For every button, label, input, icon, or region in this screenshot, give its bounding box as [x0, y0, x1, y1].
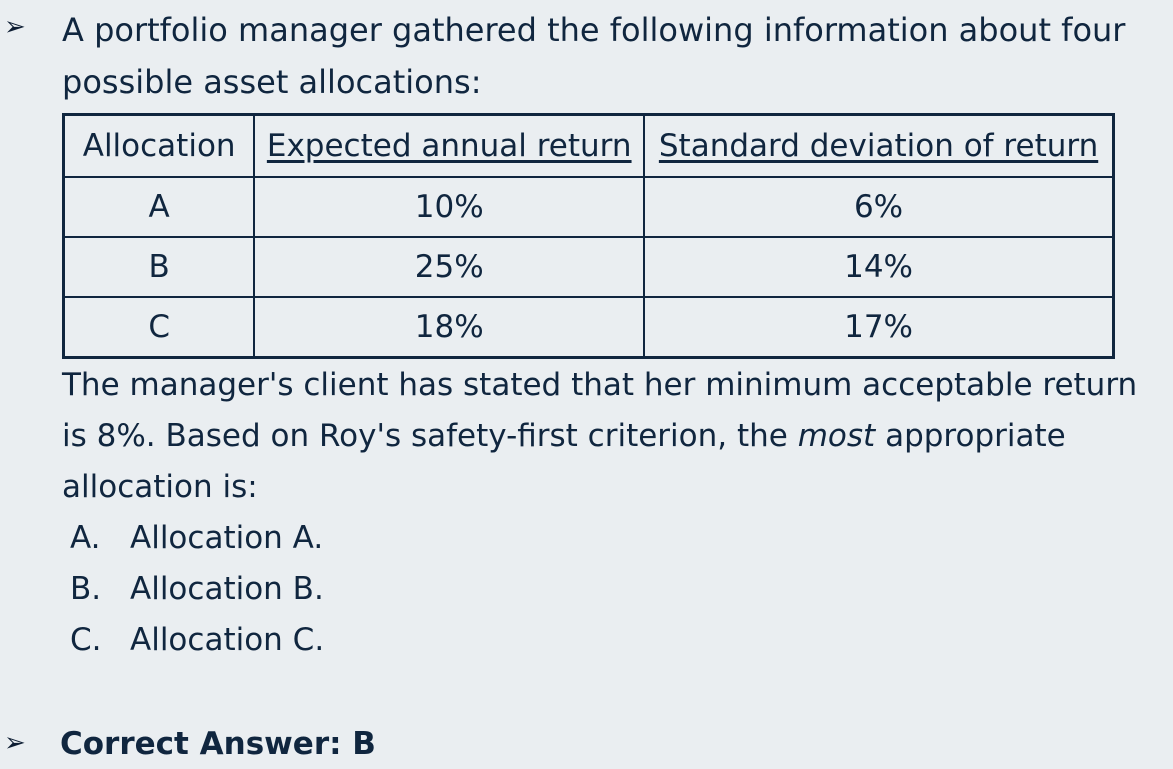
- arrowhead-bullet-icon: ➢: [4, 728, 26, 758]
- option-c[interactable]: C. Allocation C.: [70, 622, 325, 658]
- emphasis-most: most: [797, 418, 876, 454]
- question-prompt: The manager's client has stated that her…: [62, 367, 1138, 505]
- cell-std-deviation: 17%: [643, 296, 1115, 359]
- answer-options: A. Allocation A. B. Allocation B. C. Alloca…: [70, 513, 324, 666]
- cell-allocation: C: [62, 296, 256, 359]
- cell-allocation: A: [62, 176, 256, 238]
- cell-std-deviation: 14%: [643, 236, 1115, 298]
- arrowhead-bullet-icon: ➢: [4, 12, 26, 42]
- header-std-deviation: Standard deviation of return: [643, 113, 1115, 178]
- table-header-row: Allocation Expected annual return Standa…: [62, 113, 1115, 178]
- cell-expected-return: 10%: [253, 176, 646, 238]
- header-expected-return: Expected annual return: [253, 113, 646, 178]
- option-b[interactable]: B. Allocation B.: [70, 571, 324, 607]
- cell-expected-return: 18%: [253, 296, 646, 359]
- correct-answer: Correct Answer: B: [60, 726, 376, 762]
- option-a[interactable]: A. Allocation A.: [70, 520, 324, 556]
- allocation-table: Allocation Expected annual return Standa…: [62, 113, 1115, 359]
- cell-std-deviation: 6%: [643, 176, 1115, 238]
- cell-expected-return: 25%: [253, 236, 646, 298]
- question-stem: A portfolio manager gathered the followi…: [62, 11, 1126, 101]
- cell-allocation: B: [62, 236, 256, 298]
- table-row: A 10% 6%: [62, 176, 1115, 238]
- header-allocation: Allocation: [62, 113, 256, 178]
- table-row: C 18% 17%: [62, 296, 1115, 359]
- table-row: B 25% 14%: [62, 236, 1115, 298]
